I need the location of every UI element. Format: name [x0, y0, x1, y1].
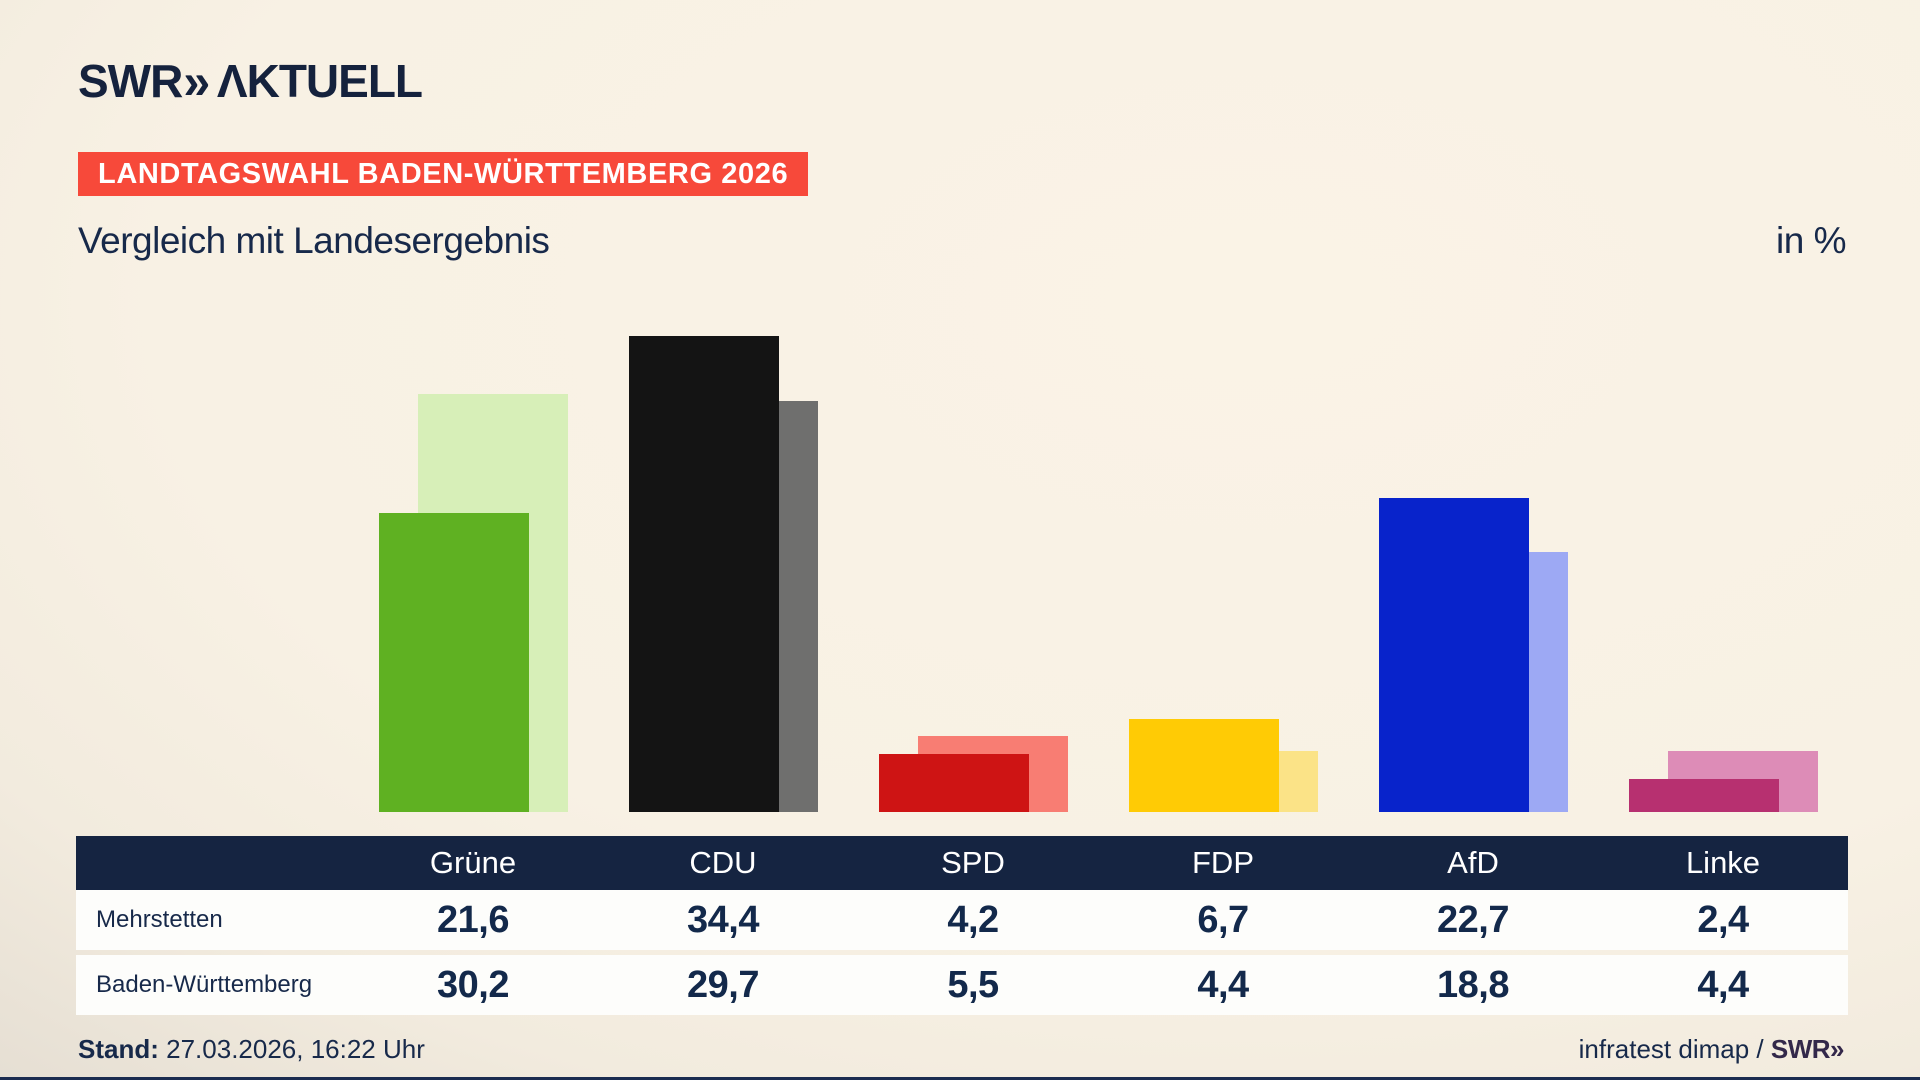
row-label: Baden-Württemberg: [96, 971, 313, 998]
unit-label: in %: [1776, 220, 1846, 261]
title-row: Vergleich mit Landesergebnis in %: [78, 220, 1846, 262]
logo-swr-text: SWR: [78, 55, 183, 107]
value-cell: 2,4: [1697, 898, 1749, 941]
value-cell: 4,4: [1197, 963, 1249, 1006]
party-column-header: CDU: [689, 845, 757, 880]
results-table: Grüne CDU SPD FDP AfD Linke Mehrstetten 21,6 34,…: [76, 836, 1848, 1015]
value-cell: 34,4: [687, 898, 759, 941]
value-cell: 21,6: [437, 898, 509, 941]
party-column-header: Grüne: [429, 845, 517, 880]
party-column-header: SPD: [941, 845, 1005, 880]
election-badge: LANDTAGSWAHL BADEN-WÜRTTEMBERG 2026: [78, 152, 809, 196]
swr-logo-small: SWR»: [1770, 1034, 1845, 1064]
value-cell: 18,8: [1437, 963, 1509, 1006]
bar-mehrstetten-1: [629, 335, 779, 812]
source-text: infratest dimap /: [1578, 1034, 1764, 1064]
value-cell: 30,2: [437, 963, 509, 1006]
row-label: Mehrstetten: [96, 906, 223, 933]
source-credit: infratest dimap / SWR»: [1578, 1034, 1845, 1065]
stand-value: 27.03.2026, 16:22 Uhr: [166, 1034, 425, 1064]
bar-mehrstetten-5: [1629, 778, 1779, 812]
bar-mehrstetten-0: [379, 512, 529, 812]
value-cell: 6,7: [1197, 898, 1249, 941]
logo-aktuell-text: ΛKTUELL: [216, 55, 423, 107]
stand-timestamp: Stand: 27.03.2026, 16:22 Uhr: [78, 1034, 425, 1065]
table-row: Baden-Württemberg 30,2 29,7 5,5 4,4 18,8 4,4: [76, 955, 1848, 1015]
value-cell: 22,7: [1437, 898, 1509, 941]
value-cell: 4,4: [1697, 963, 1749, 1006]
party-column-header: FDP: [1192, 845, 1254, 880]
bar-mehrstetten-3: [1129, 719, 1279, 812]
bar-mehrstetten-2: [879, 753, 1029, 812]
double-chevron-icon: »: [183, 52, 211, 110]
bottom-accent-bar: [0, 1077, 1920, 1080]
stand-label: Stand:: [78, 1034, 159, 1064]
table-row: Mehrstetten 21,6 34,4 4,2 6,7 22,7 2,4: [76, 890, 1848, 950]
party-column-header: AfD: [1447, 845, 1499, 880]
value-cell: 5,5: [947, 963, 999, 1006]
swr-aktuell-logo: SWR» ΛKTUELL: [78, 52, 423, 110]
value-cell: 29,7: [687, 963, 759, 1006]
table-header-row: Grüne CDU SPD FDP AfD Linke: [76, 836, 1848, 890]
bar-mehrstetten-4: [1379, 497, 1529, 812]
chart-title: Vergleich mit Landesergebnis: [78, 220, 550, 261]
party-column-header: Linke: [1685, 845, 1761, 880]
value-cell: 4,2: [947, 898, 999, 941]
